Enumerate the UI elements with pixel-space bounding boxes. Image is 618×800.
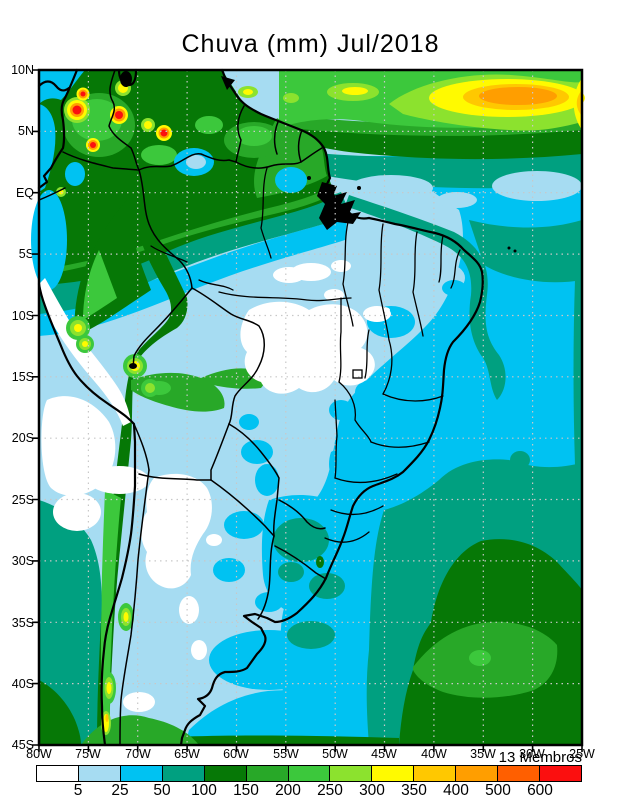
legend-tick-label: 50 bbox=[153, 782, 171, 799]
y-axis-label: 5N bbox=[18, 124, 34, 138]
legend-cell bbox=[455, 766, 498, 781]
legend-tick-label: 300 bbox=[359, 782, 385, 799]
ensemble-members-label: 13 Membros bbox=[498, 749, 582, 766]
x-axis-label: 40W bbox=[421, 747, 447, 761]
y-axis-label: 25S bbox=[11, 493, 34, 507]
y-axis-label: 35S bbox=[11, 616, 34, 630]
x-axis-label: 80W bbox=[26, 747, 52, 761]
legend-cell bbox=[77, 766, 120, 781]
distrito-federal-square bbox=[352, 369, 363, 379]
y-axis-label: 10N bbox=[11, 63, 34, 77]
x-axis-label: 65W bbox=[174, 747, 200, 761]
plot-frame bbox=[37, 68, 584, 747]
x-axis-label: 50W bbox=[322, 747, 348, 761]
legend-tick-label: 5 bbox=[73, 782, 83, 799]
northeast-coastal-teal bbox=[345, 195, 582, 465]
legend-tick-label: 150 bbox=[233, 782, 259, 799]
island-dot bbox=[513, 249, 517, 253]
legend-cell bbox=[497, 766, 540, 781]
y-axis-label: 30S bbox=[11, 554, 34, 568]
legend-tick-label: 600 bbox=[527, 782, 553, 799]
inland-water-black bbox=[120, 71, 517, 369]
x-axis-label: 70W bbox=[125, 747, 151, 761]
legend-cell bbox=[119, 766, 162, 781]
south-atlantic bbox=[79, 451, 582, 745]
legend-cell bbox=[413, 766, 456, 781]
x-axis-label: 35W bbox=[470, 747, 496, 761]
legend-cell bbox=[161, 766, 204, 781]
y-axis-label: 45S bbox=[11, 738, 34, 752]
island-dot bbox=[507, 246, 511, 250]
coastline bbox=[37, 68, 484, 747]
y-axis-label: 5S bbox=[18, 247, 34, 261]
x-axis-label: 55W bbox=[273, 747, 299, 761]
legend-tick-label: 100 bbox=[191, 782, 217, 799]
amazon-mouth bbox=[317, 182, 361, 230]
legend-cell bbox=[203, 766, 246, 781]
axis-ticks bbox=[32, 69, 583, 752]
x-axis-label: 60W bbox=[223, 747, 249, 761]
y-axis-label: 40S bbox=[11, 677, 34, 691]
legend-tick-label: 250 bbox=[317, 782, 343, 799]
legend-cell bbox=[539, 766, 581, 781]
legend-cell bbox=[287, 766, 330, 781]
legend-tick-label: 400 bbox=[443, 782, 469, 799]
legend-tick-label: 200 bbox=[275, 782, 301, 799]
legend-tick-label: 25 bbox=[111, 782, 129, 799]
x-axis-label: 45W bbox=[371, 747, 397, 761]
y-axis-label: EQ bbox=[15, 186, 34, 200]
state-borders bbox=[150, 167, 461, 543]
x-axis-label: 30W bbox=[519, 747, 545, 761]
map-plot bbox=[31, 68, 585, 752]
legend-tick-label: 500 bbox=[485, 782, 511, 799]
legend-colorbar bbox=[36, 765, 582, 782]
country-borders bbox=[38, 69, 327, 746]
y-axis-label: 10S bbox=[11, 309, 34, 323]
legend-cell bbox=[329, 766, 372, 781]
y-axis-label: 15S bbox=[11, 370, 34, 384]
legend-cell bbox=[37, 766, 78, 781]
x-axis-label: 25W bbox=[569, 747, 595, 761]
south-pacific bbox=[39, 500, 199, 745]
legend-cell bbox=[245, 766, 288, 781]
chart-title: Chuva (mm) Jul/2018 bbox=[181, 30, 440, 58]
legend-tick-label: 350 bbox=[401, 782, 427, 799]
x-axis-label: 75W bbox=[75, 747, 101, 761]
legend-cell bbox=[371, 766, 414, 781]
y-axis-label: 20S bbox=[11, 431, 34, 445]
